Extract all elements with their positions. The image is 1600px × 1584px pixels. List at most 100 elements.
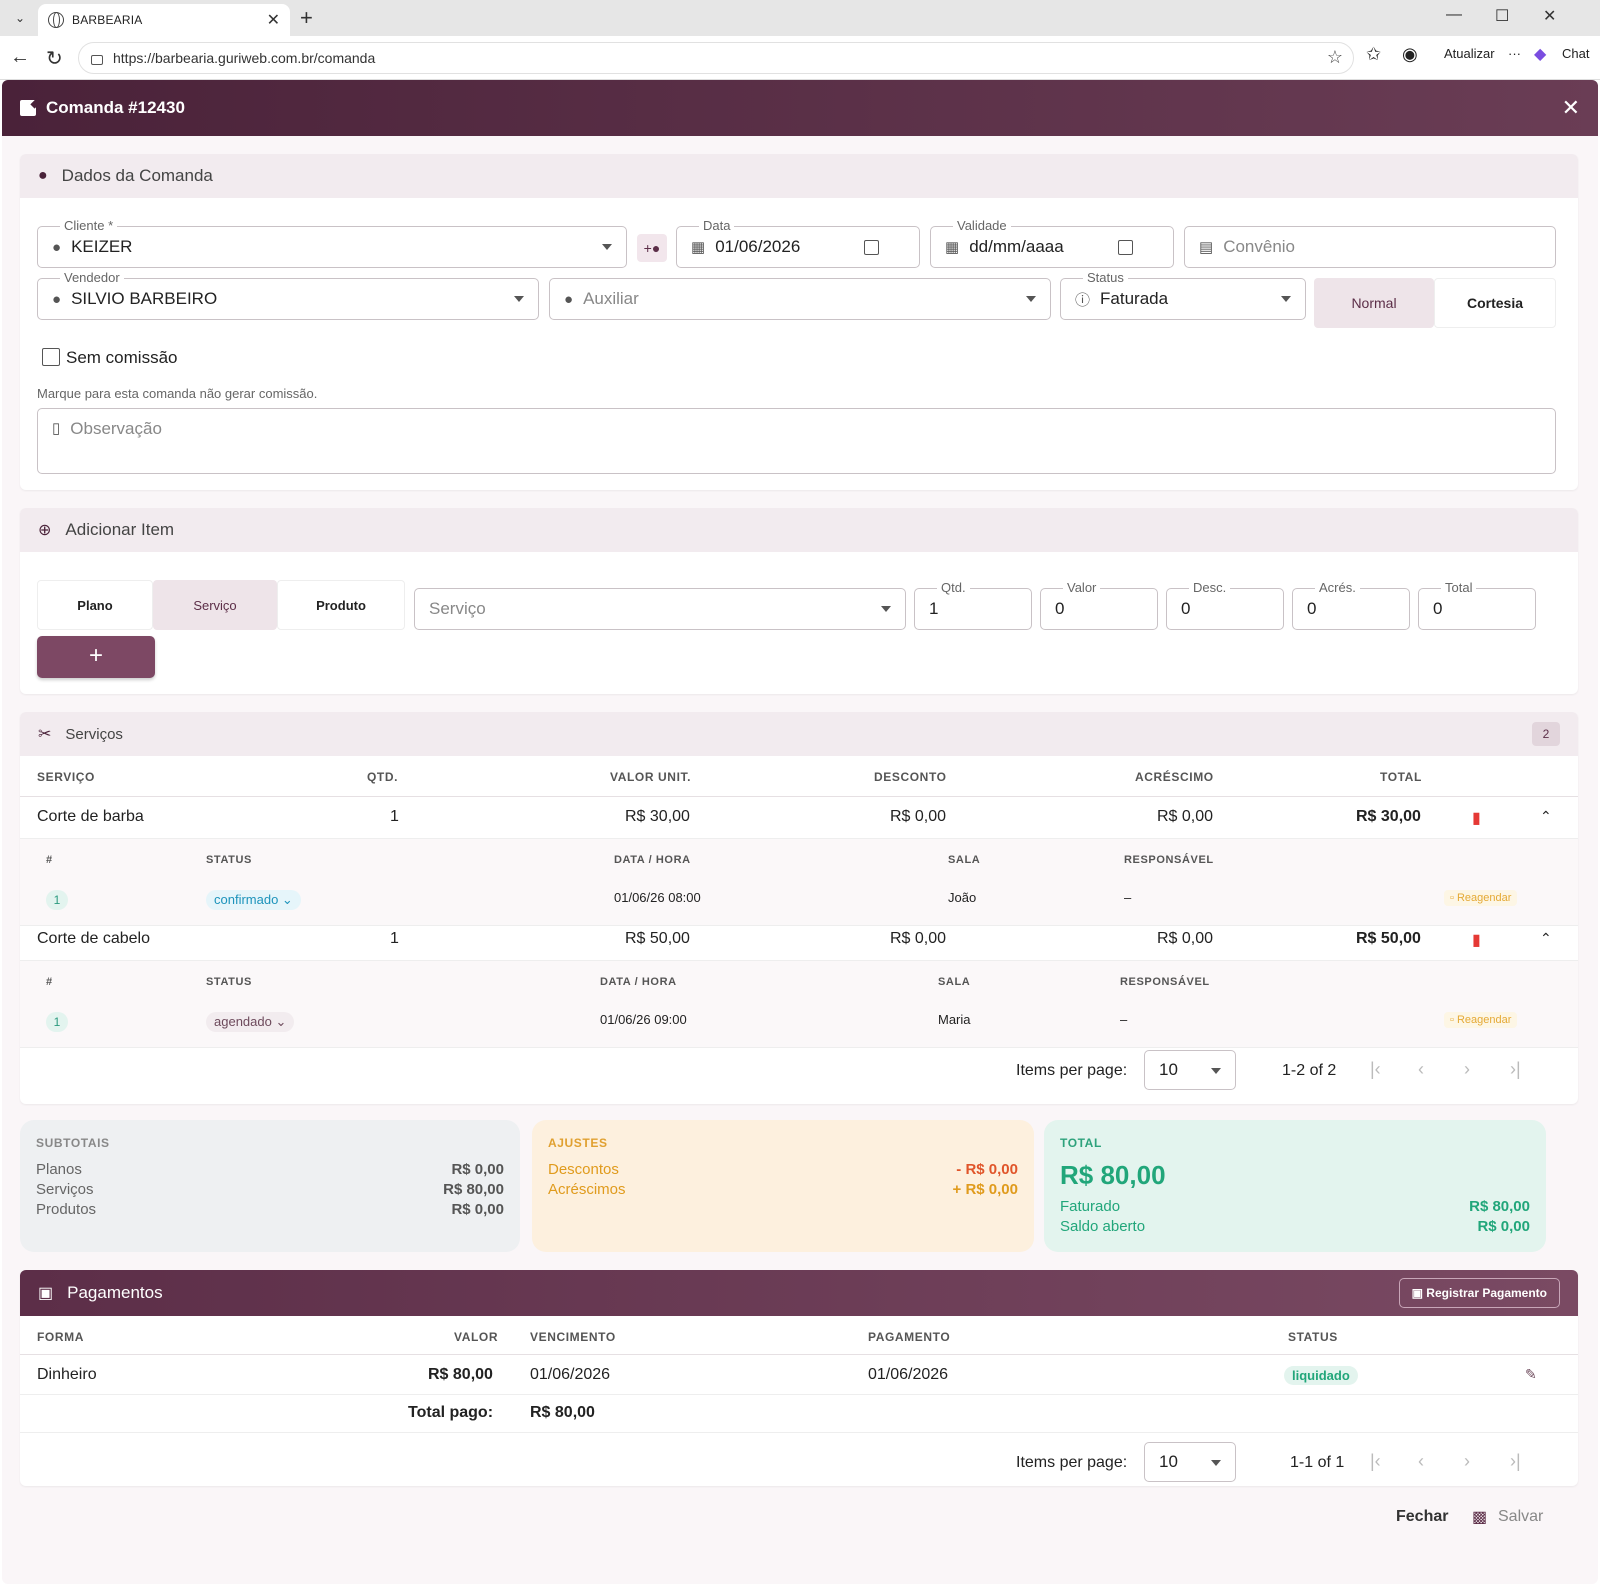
- subtotal-label: Produtos: [36, 1201, 97, 1218]
- new-tab-icon[interactable]: +: [300, 5, 313, 30]
- prev-page-icon[interactable]: ‹: [1418, 1451, 1424, 1471]
- tab-servico[interactable]: Serviço: [153, 580, 277, 630]
- trash-icon[interactable]: ▮: [1472, 932, 1481, 949]
- status-badge[interactable]: agendado ⌄: [206, 1012, 295, 1032]
- profile-avatar-icon[interactable]: ◉: [1402, 44, 1418, 64]
- reagendar-button[interactable]: ▫ Reagendar: [1444, 890, 1518, 906]
- next-page-icon[interactable]: ›: [1464, 1059, 1470, 1079]
- edit-pencil-icon[interactable]: ✎: [1525, 1366, 1537, 1382]
- status-value: Faturada: [1100, 289, 1169, 308]
- acres-input[interactable]: Acrés. 0: [1292, 580, 1410, 630]
- data-field[interactable]: Data ▦ 01/06/2026: [676, 218, 920, 268]
- favorite-star-icon[interactable]: ☆: [1326, 47, 1343, 67]
- auxiliar-select[interactable]: ● Auxiliar: [549, 278, 1051, 320]
- subtotal-value: R$ 0,00: [451, 1201, 504, 1218]
- salvar-button[interactable]: Salvar: [1498, 1508, 1544, 1525]
- site-info-icon[interactable]: [91, 55, 103, 65]
- last-page-icon[interactable]: ›|: [1510, 1059, 1521, 1079]
- add-item-button[interactable]: +: [37, 636, 155, 678]
- desc-input[interactable]: Desc. 0: [1166, 580, 1284, 630]
- convenio-field[interactable]: ▤ Convênio: [1184, 226, 1556, 268]
- registrar-pagamento-button[interactable]: ▣ Registrar Pagamento: [1398, 1278, 1560, 1308]
- tab-produto[interactable]: Produto: [277, 580, 405, 630]
- cliente-label: Cliente *: [60, 218, 118, 233]
- vendedor-value: SILVIO BARBEIRO: [71, 289, 218, 308]
- tab-plano[interactable]: Plano: [37, 580, 153, 630]
- minimize-icon[interactable]: —: [1446, 6, 1462, 23]
- maximize-icon[interactable]: ☐: [1495, 8, 1510, 25]
- servicos-header: ✂ Serviços 2: [20, 712, 1578, 756]
- servico-qtd: 1: [390, 930, 399, 947]
- desc-label: Desc.: [1189, 580, 1231, 595]
- assistant-icon: ●: [564, 290, 574, 308]
- status-select[interactable]: Status ⓘ Faturada: [1060, 270, 1306, 320]
- items-per-page-select[interactable]: 10: [1144, 1050, 1236, 1090]
- window-close-icon[interactable]: ✕: [1543, 8, 1557, 25]
- acres-value: 0: [1307, 599, 1317, 618]
- servico-desconto: R$ 0,00: [890, 930, 947, 947]
- agendamento-responsavel: –: [1120, 1012, 1128, 1027]
- scissors-icon: ✂: [38, 726, 52, 743]
- sem-comissao-checkbox[interactable]: [42, 348, 60, 366]
- pagamento-forma: Dinheiro: [37, 1366, 97, 1383]
- chevron-down-icon: [881, 606, 891, 612]
- next-page-icon[interactable]: ›: [1464, 1451, 1470, 1471]
- agendamento-sala: João: [948, 890, 977, 905]
- dialog-close-icon[interactable]: ✕: [1561, 95, 1580, 120]
- toggle-cortesia[interactable]: Cortesia: [1434, 278, 1556, 328]
- more-menu-icon[interactable]: ···: [1508, 46, 1521, 61]
- servico-valor: R$ 50,00: [625, 930, 690, 947]
- toggle-normal[interactable]: Normal: [1314, 278, 1434, 328]
- add-circle-icon: ⊕: [38, 522, 52, 539]
- chat-button[interactable]: Chat: [1562, 46, 1590, 61]
- add-client-button[interactable]: +●: [637, 234, 667, 262]
- total-input[interactable]: Total 0: [1418, 580, 1536, 630]
- datepicker-icon[interactable]: [1118, 240, 1133, 255]
- ajuste-row: Descontos - R$ 0,00: [548, 1160, 1018, 1180]
- items-per-page-select[interactable]: 10: [1144, 1442, 1236, 1482]
- tab-list-chevron-icon[interactable]: ⌄: [14, 11, 26, 25]
- dialog-title: Comanda #12430: [46, 98, 185, 117]
- vendedor-select[interactable]: Vendedor ● SILVIO BARBEIRO: [37, 270, 539, 320]
- chevron-down-icon: [1026, 296, 1036, 302]
- url-bar[interactable]: https://barbearia.guriweb.com.br/comanda…: [78, 42, 1354, 74]
- favorites-icon[interactable]: ✩: [1366, 44, 1382, 64]
- trash-icon[interactable]: ▮: [1472, 810, 1481, 827]
- total-title: TOTAL: [1060, 1136, 1102, 1150]
- subtotal-row: Produtos R$ 0,00: [36, 1200, 504, 1220]
- fechar-button[interactable]: Fechar: [1396, 1508, 1449, 1525]
- chevron-up-icon[interactable]: ⌃: [1540, 930, 1552, 946]
- servicos-title: Serviços: [65, 725, 123, 743]
- th-status: STATUS: [1288, 1330, 1338, 1344]
- servico-select[interactable]: Serviço: [414, 588, 906, 630]
- validade-field[interactable]: Validade ▦ dd/mm/aaaa: [930, 218, 1174, 268]
- servico-name: Corte de cabelo: [37, 930, 150, 947]
- copilot-icon[interactable]: ◆: [1534, 46, 1547, 63]
- tab-close-icon[interactable]: ✕: [266, 12, 280, 29]
- back-icon[interactable]: ←: [10, 46, 30, 68]
- total-row-value: R$ 80,00: [1469, 1198, 1530, 1215]
- validade-placeholder: dd/mm/aaaa: [969, 237, 1064, 256]
- valor-value: 0: [1055, 599, 1065, 618]
- update-button[interactable]: Atualizar: [1444, 46, 1495, 61]
- first-page-icon[interactable]: |‹: [1370, 1451, 1381, 1471]
- qtd-input[interactable]: Qtd. 1: [914, 580, 1032, 630]
- auxiliar-placeholder: Auxiliar: [583, 289, 639, 308]
- th-qtd: QTD.: [367, 770, 399, 784]
- first-page-icon[interactable]: |‹: [1370, 1059, 1381, 1079]
- valor-input[interactable]: Valor 0: [1040, 580, 1158, 630]
- chevron-up-icon[interactable]: ⌃: [1540, 808, 1552, 824]
- observacao-textarea[interactable]: ▯ Observação: [37, 408, 1556, 474]
- adicionar-card: ⊕ Adicionar Item Plano Serviço Produto S…: [20, 508, 1578, 694]
- browser-tab[interactable]: BARBEARIA ✕: [38, 4, 290, 36]
- cliente-select[interactable]: Cliente * ● KEIZER: [37, 218, 627, 268]
- reload-icon[interactable]: ↻: [46, 48, 63, 70]
- prev-page-icon[interactable]: ‹: [1418, 1059, 1424, 1079]
- status-badge[interactable]: confirmado ⌄: [206, 890, 301, 910]
- th-datahora: DATA / HORA: [614, 854, 691, 866]
- reagendar-button[interactable]: ▫ Reagendar: [1444, 1012, 1518, 1028]
- datepicker-icon[interactable]: [864, 240, 879, 255]
- last-page-icon[interactable]: ›|: [1510, 1451, 1521, 1471]
- cash-icon: ▣: [38, 1285, 54, 1302]
- chevron-down-icon: [514, 296, 524, 302]
